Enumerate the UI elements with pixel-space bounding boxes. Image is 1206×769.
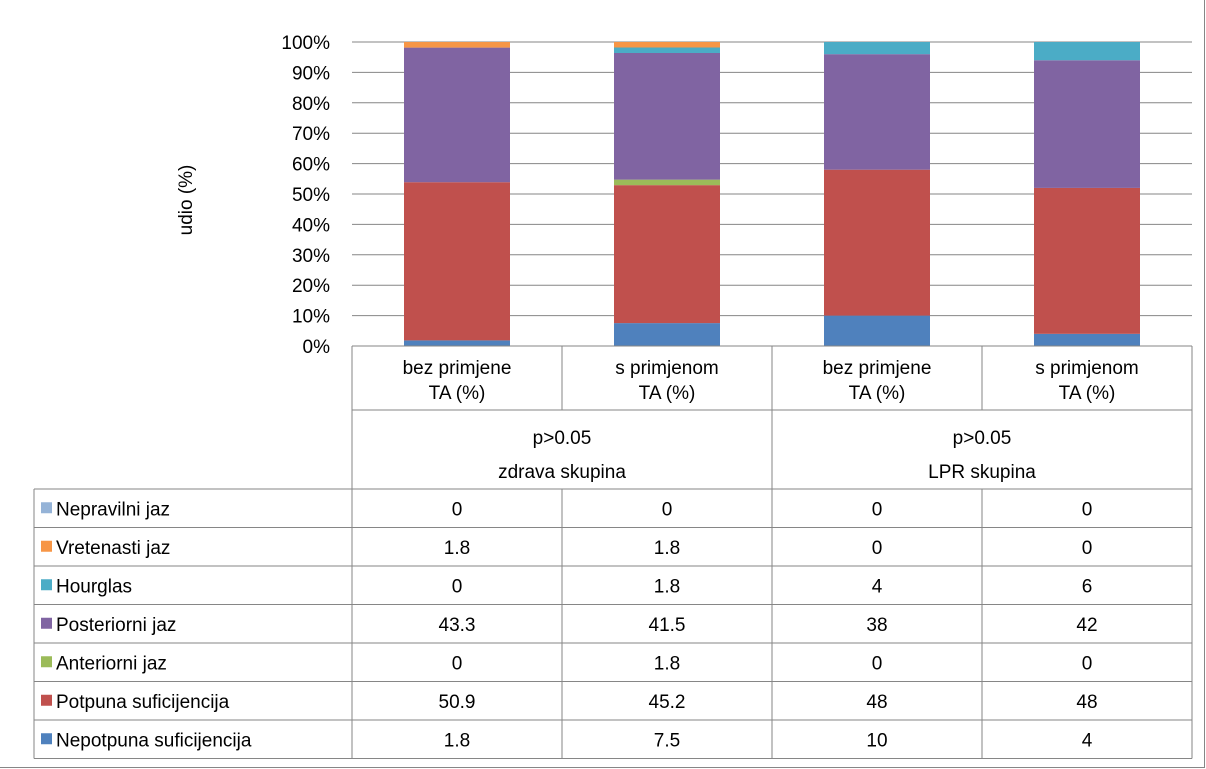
table-cell-value: 43.3 [439, 615, 476, 636]
table-cell-value: 45.2 [649, 692, 686, 713]
table-cell-value: 4 [872, 576, 883, 597]
category-label: TA (%) [1059, 383, 1116, 404]
table-cell-value: 0 [1082, 538, 1093, 559]
table-cell-value: 0 [872, 499, 883, 520]
bar-segment [614, 323, 720, 346]
table-cell-value: 1.8 [444, 730, 470, 751]
bar-segment [614, 52, 720, 180]
group-labels: p>0.05 zdrava skupina p>0.05 LPR skupina [498, 428, 1036, 483]
y-tick-label: 0% [303, 337, 331, 358]
category-label: s primjenom [1035, 358, 1138, 379]
bar-segment [824, 54, 930, 170]
table-cell-value: 50.9 [439, 692, 476, 713]
y-tick-label: 90% [292, 63, 330, 84]
legend-swatch [41, 617, 52, 629]
category-label: TA (%) [849, 383, 906, 404]
table-cell-value: 1.8 [654, 576, 680, 597]
table-cell-value: 1.8 [654, 653, 680, 674]
table-cell-value: 0 [872, 653, 883, 674]
legend-swatch [41, 502, 52, 514]
data-table: Nepravilni jaz 0 0 0 0 Vretenasti jaz 1.8 1.8 0 0… [41, 499, 1098, 751]
table-cell-value: 0 [662, 499, 673, 520]
bar-segment [824, 169, 930, 316]
bar-segment [404, 182, 510, 341]
table-cell-value: 42 [1076, 615, 1097, 636]
table-cell-value: 6 [1082, 576, 1093, 597]
legend-swatch [41, 579, 52, 591]
category-label: s primjenom [615, 358, 718, 379]
table-cell-value: 0 [1082, 499, 1093, 520]
bar-segment [1034, 333, 1140, 346]
y-tick-label: 70% [292, 124, 330, 145]
legend-label: Potpuna suficijencija [56, 692, 230, 713]
y-tick-label: 50% [292, 185, 330, 206]
table-cell-value: 1.8 [654, 538, 680, 559]
legend-label: Posteriorni jaz [56, 615, 176, 636]
table-cell-value: 0 [452, 576, 463, 597]
legend-label: Hourglas [56, 576, 132, 597]
bar-segment [1034, 42, 1140, 61]
legend-swatch [41, 540, 52, 552]
group-pvalue: p>0.05 [533, 428, 592, 449]
legend-label: Anteriorni jaz [56, 653, 167, 674]
table-cell-value: 48 [866, 692, 887, 713]
legend-label: Vretenasti jaz [56, 538, 170, 559]
group-name: zdrava skupina [498, 462, 626, 483]
table-cell-value: 10 [866, 730, 887, 751]
bar-segment [1034, 187, 1140, 334]
y-tick-label: 60% [292, 155, 330, 176]
category-label: TA (%) [429, 383, 486, 404]
legend-label: Nepravilni jaz [56, 499, 170, 520]
table-cell-value: 0 [1082, 653, 1093, 674]
legend-swatch [41, 656, 52, 668]
bar-segment [614, 179, 720, 186]
table-cell-value: 7.5 [654, 730, 680, 751]
y-axis-ticks: 0% 10% 20% 30% 40% 50% 60% 70% 80% 90% 100% [281, 33, 330, 358]
bar-segment [404, 47, 510, 183]
y-tick-label: 80% [292, 94, 330, 115]
category-label: TA (%) [639, 383, 696, 404]
y-tick-label: 40% [292, 215, 330, 236]
y-tick-label: 20% [292, 276, 330, 297]
table-cell-value: 1.8 [444, 538, 470, 559]
category-label: bez primjene [823, 358, 932, 379]
bar-segment [824, 42, 930, 55]
category-label: bez primjene [403, 358, 512, 379]
bar-segment [404, 340, 510, 346]
group-name: LPR skupina [928, 462, 1036, 483]
category-labels: bez primjene TA (%) s primjenom TA (%) bez p… [403, 358, 1139, 404]
table-cell-value: 41.5 [649, 615, 686, 636]
bar-segment [614, 185, 720, 324]
data-table-lines [33, 345, 1193, 759]
bar-segment [1034, 60, 1140, 188]
table-cell-value: 48 [1076, 692, 1097, 713]
table-cell-value: 0 [452, 499, 463, 520]
bar-segment [824, 315, 930, 346]
group-pvalue: p>0.05 [953, 428, 1012, 449]
table-cell-value: 4 [1082, 730, 1093, 751]
bars [404, 42, 1140, 346]
y-tick-label: 30% [292, 246, 330, 267]
table-cell-value: 38 [866, 615, 887, 636]
bar-segment [404, 42, 510, 48]
y-tick-label: 10% [292, 307, 330, 328]
y-axis-label: udio (%) [176, 165, 197, 236]
table-cell-value: 0 [452, 653, 463, 674]
bar-segment [614, 42, 720, 48]
bar-segment [614, 47, 720, 53]
y-tick-label: 100% [281, 33, 330, 54]
legend-label: Nepotpuna suficijencija [56, 730, 252, 751]
legend-swatch [41, 694, 52, 706]
legend-swatch [41, 733, 52, 745]
table-cell-value: 0 [872, 538, 883, 559]
